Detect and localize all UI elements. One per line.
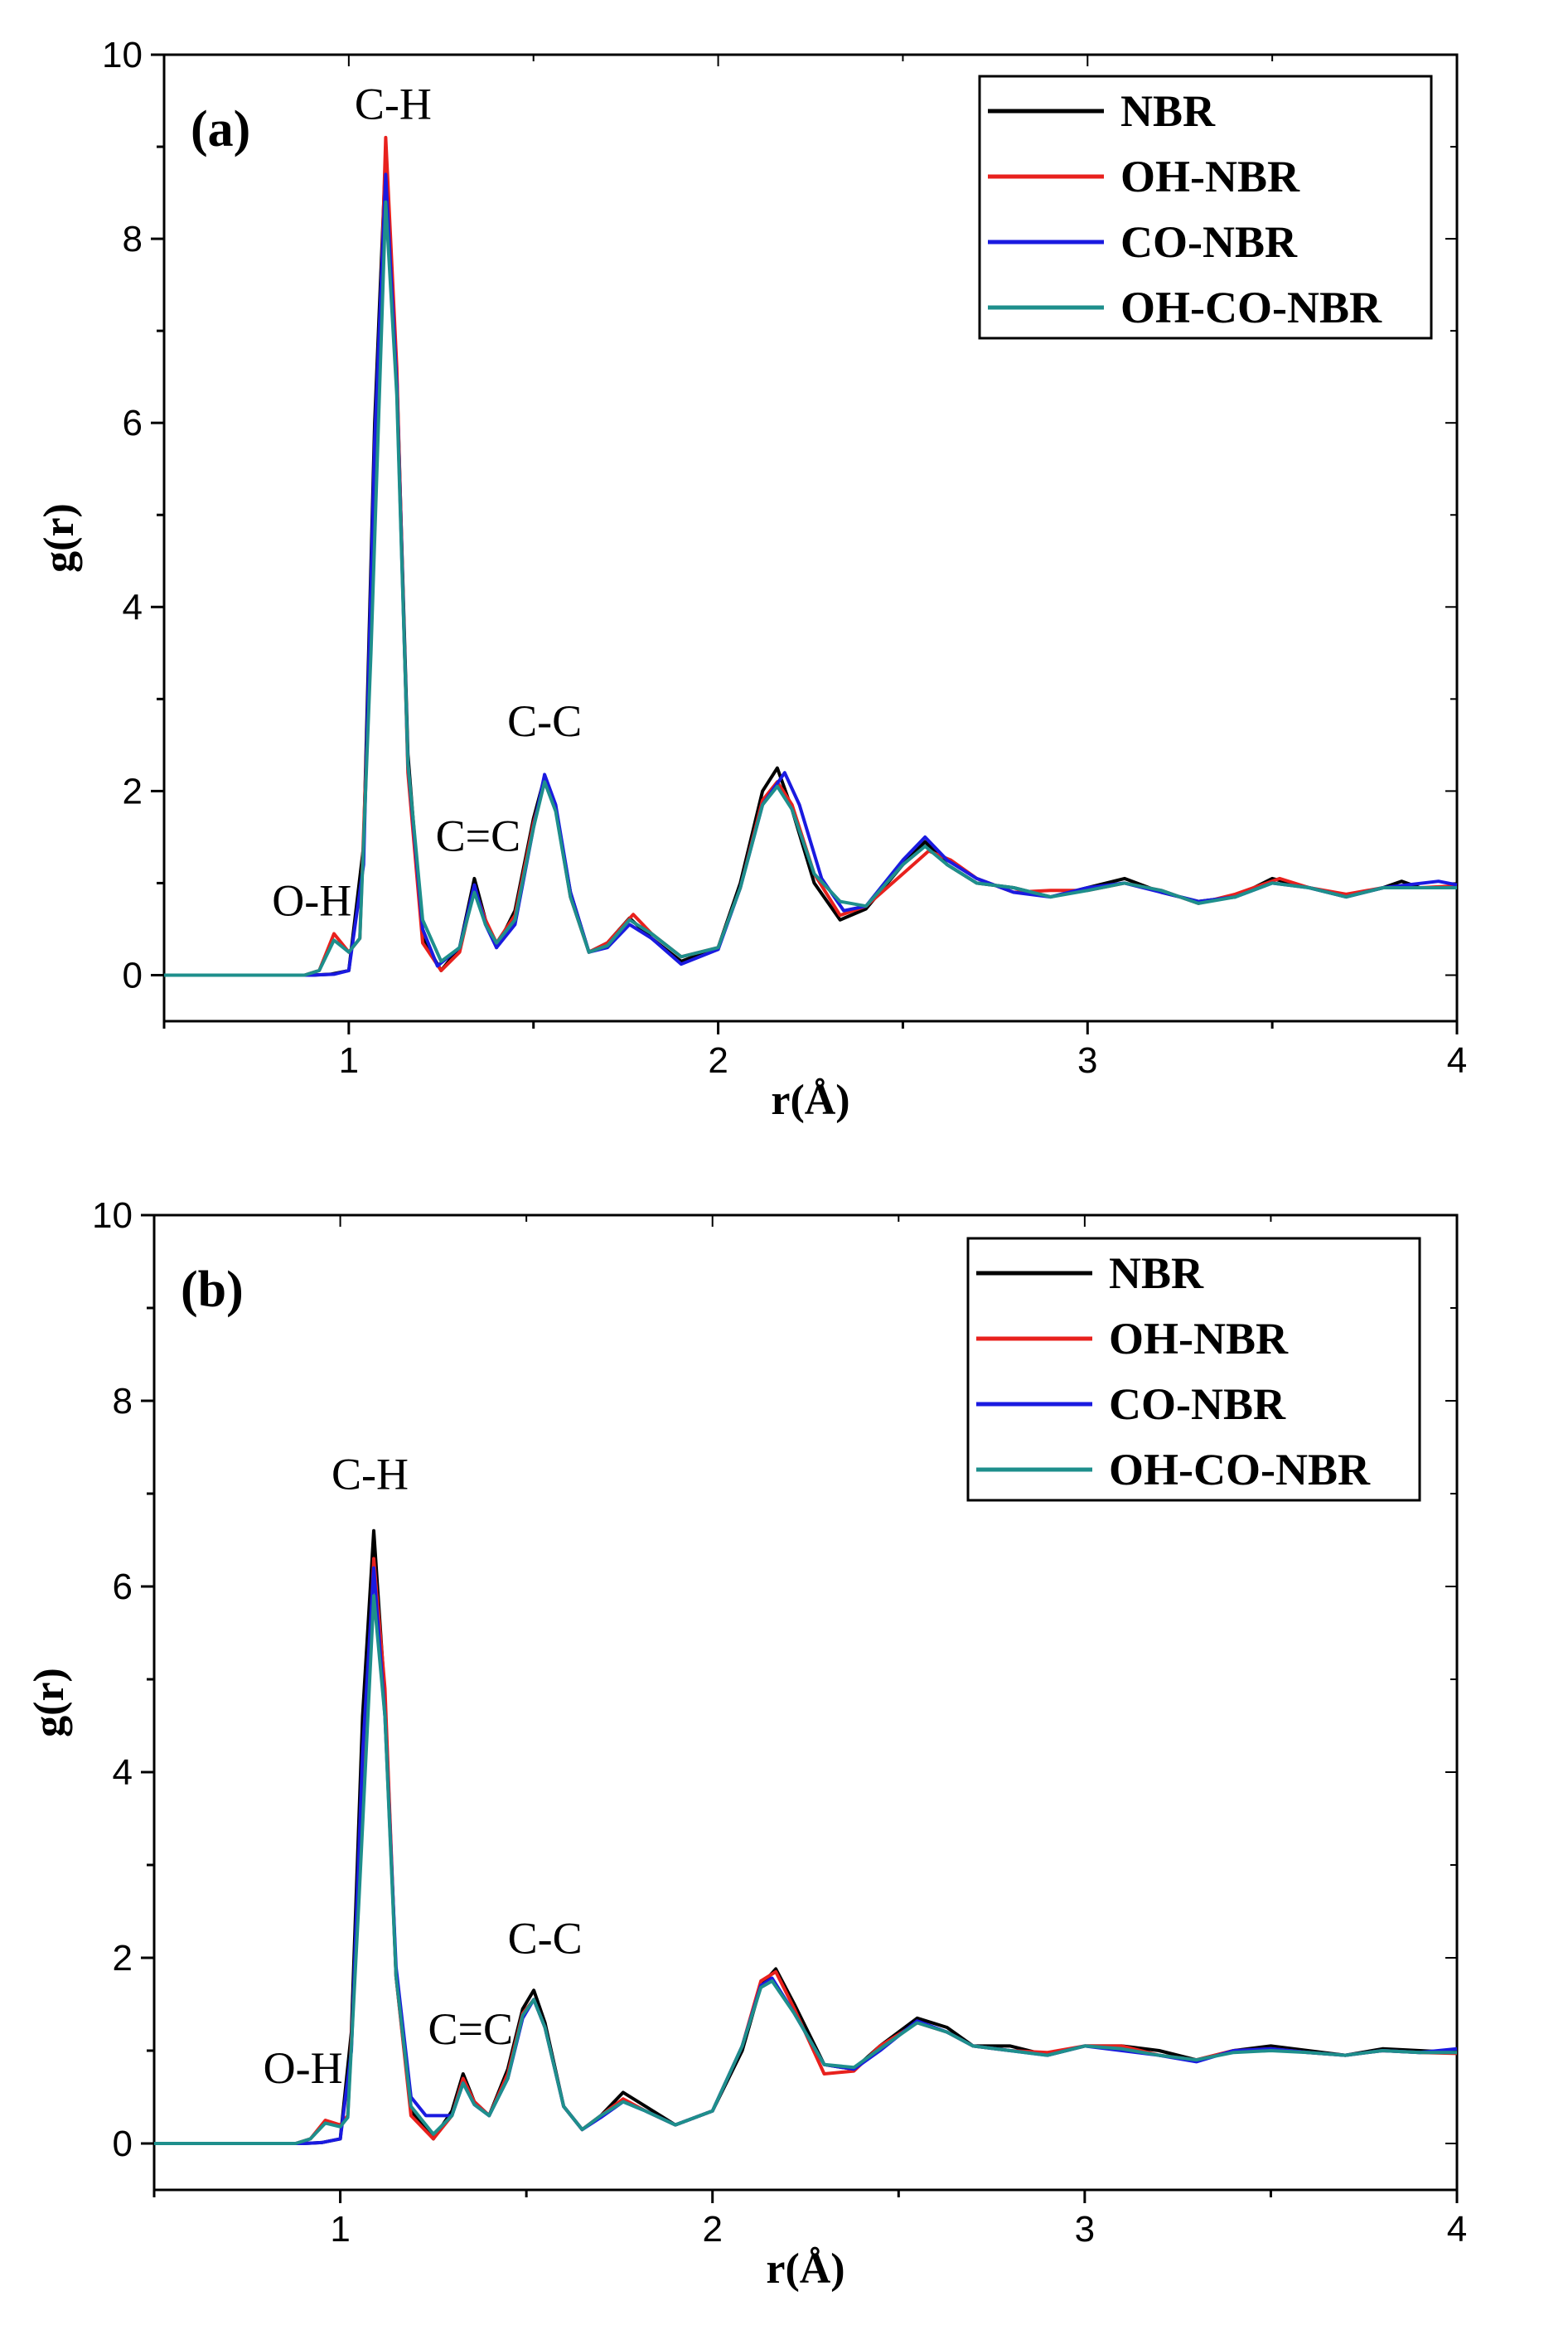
peak-annotation: O-H [272,875,351,925]
y-tick-label: 4 [123,587,143,627]
legend-box [978,75,1433,340]
plot-frame [152,1213,1459,2192]
y-axis-title: g(r) [36,503,83,573]
y-tick-label: 2 [123,771,143,811]
y-tick-label: 6 [123,403,143,443]
y-tick-label: 0 [113,2124,133,2164]
legend-entry: CO-NBR [1120,217,1298,267]
x-tick-label: 4 [1447,2209,1467,2250]
panel-label: (a) [191,101,250,157]
legend-entry: NBR [1109,1248,1204,1298]
legend-entry: OH-NBR [1109,1314,1289,1364]
panel-label: (b) [181,1262,244,1318]
x-tick-label: 3 [1075,2209,1095,2250]
y-tick-label: 10 [102,35,143,75]
series-line-oh-co-nbr [164,200,1457,977]
x-tick-label: 1 [330,2209,350,2250]
y-tick-label: 10 [92,1195,133,1236]
y-tick-label: 8 [123,219,143,259]
legend-entry: CO-NBR [1109,1379,1286,1429]
legend-entry: OH-CO-NBR [1120,283,1382,332]
peak-annotation: C=C [436,811,521,861]
y-tick-label: 8 [113,1381,133,1422]
panel-a: 1 2 3 4 0 2 4 6 8 10 r(Å) g(r) C-H O-H C=C C-C (a) NBR OH-… [36,35,1467,1124]
x-axis-title: r(Å) [771,1077,849,1124]
legend-entry: OH-CO-NBR [1109,1445,1371,1494]
y-tick-label: 2 [113,1938,133,1979]
x-tick-label: 2 [708,1040,728,1081]
legend: NBR OH-NBR CO-NBR OH-CO-NBR [966,1237,1421,1502]
y-tick-label: 6 [113,1567,133,1607]
y-tick-label: 0 [123,955,143,995]
x-tick-label: 2 [702,2209,722,2250]
x-tick-label: 3 [1077,1040,1097,1081]
legend-box [966,1237,1421,1502]
peak-annotation: C-H [332,1449,409,1499]
legend: NBR OH-NBR CO-NBR OH-CO-NBR [978,75,1433,340]
legend-entry: OH-NBR [1120,152,1300,201]
x-tick-label: 4 [1447,1040,1467,1081]
peak-annotation: C-H [355,80,432,129]
peak-annotation: C-C [508,1913,583,1963]
peak-annotation: C=C [428,2004,514,2054]
peak-annotation: C-C [507,696,582,746]
x-tick-label: 1 [339,1040,359,1081]
y-axis-title: g(r) [26,1668,73,1737]
plot-frame [162,53,1459,1023]
panel-b: 1 2 3 4 0 2 4 6 8 10 r(Å) g(r) C-H O-H C=C C-C (b) NBR OH-… [26,1195,1467,2293]
legend-entry: NBR [1120,86,1216,136]
y-tick-label: 4 [113,1752,133,1793]
series-line-oh-co-nbr [154,1594,1457,2145]
peak-annotation: O-H [264,2043,343,2093]
x-axis-title: r(Å) [766,2245,844,2293]
